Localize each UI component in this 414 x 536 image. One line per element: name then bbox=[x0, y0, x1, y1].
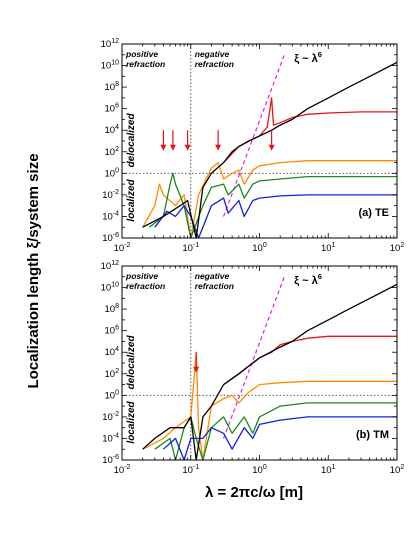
x-tick-label: 100 bbox=[252, 242, 267, 254]
x-tick-label: 102 bbox=[390, 464, 405, 476]
scaling-law-label: ξ ~ λ6 bbox=[294, 50, 322, 65]
negative-refraction-label: negative bbox=[195, 271, 230, 281]
positive-refraction-label: refraction bbox=[126, 59, 165, 69]
x-tick-label: 10-2 bbox=[114, 464, 131, 476]
series-line-blue bbox=[154, 194, 397, 239]
x-tick-label: 100 bbox=[252, 464, 267, 476]
negative-refraction-label: negative bbox=[195, 49, 230, 59]
negative-refraction-label: refraction bbox=[195, 281, 234, 291]
y-axis-title: Localization length ξ/system size bbox=[25, 153, 42, 388]
y-tick-label: 10-4 bbox=[102, 432, 119, 444]
panel-tm: 10-2 10-1 100 101 102 10-6 10-4 10-2 100 102 104 10… bbox=[101, 260, 405, 476]
panel-label: (a) TE bbox=[358, 207, 389, 219]
positive-refraction-label: positive bbox=[125, 49, 158, 59]
resonance-arrow-icon bbox=[160, 130, 167, 151]
delocalized-label: delocalized bbox=[126, 335, 137, 390]
x-tick-label: 101 bbox=[321, 242, 336, 254]
positive-refraction-label: refraction bbox=[126, 281, 165, 291]
series-line-black bbox=[142, 61, 398, 239]
panel-te: 10-2 10-1 100 101 102 10-6 10-4 10-2 100 102 104 10… bbox=[101, 38, 405, 254]
negative-refraction-label: refraction bbox=[195, 59, 234, 69]
resonance-arrow-icon bbox=[215, 130, 222, 151]
series-line-blue bbox=[162, 416, 397, 461]
series-line-black bbox=[142, 283, 398, 461]
panel-label: (b) TM bbox=[356, 429, 389, 441]
resonance-arrow-icon bbox=[169, 130, 176, 151]
x-tick-label: 10-2 bbox=[114, 242, 131, 254]
y-tick-label: 1012 bbox=[101, 260, 119, 272]
resonance-arrow-icon bbox=[193, 352, 200, 373]
y-tick-label: 1012 bbox=[101, 38, 119, 50]
delocalized-label: delocalized bbox=[126, 113, 137, 168]
x-tick-label: 101 bbox=[321, 464, 336, 476]
scaling-guide-line bbox=[222, 54, 285, 217]
series-line-green bbox=[154, 402, 397, 461]
y-tick-label: 10-6 bbox=[102, 454, 119, 466]
y-tick-label: 100 bbox=[105, 389, 120, 401]
resonance-arrow-icon bbox=[184, 130, 191, 151]
y-tick-label: 100 bbox=[105, 167, 120, 179]
y-tick-label: 108 bbox=[105, 81, 120, 93]
y-tick-label: 104 bbox=[105, 124, 120, 136]
x-tick-label: 102 bbox=[390, 242, 405, 254]
series-line-red bbox=[223, 335, 397, 386]
y-tick-label: 10-4 bbox=[102, 210, 119, 222]
y-tick-label: 106 bbox=[105, 325, 120, 337]
x-tick-label: 10-1 bbox=[182, 242, 199, 254]
x-axis-title: λ = 2πc/ω [m] bbox=[205, 484, 303, 501]
y-tick-label: 10-6 bbox=[102, 232, 119, 244]
y-tick-label: 1010 bbox=[101, 282, 119, 294]
scaling-law-label: ξ ~ λ6 bbox=[294, 272, 322, 287]
y-tick-label: 104 bbox=[105, 346, 120, 358]
y-tick-label: 108 bbox=[105, 303, 120, 315]
positive-refraction-label: positive bbox=[125, 271, 158, 281]
y-tick-label: 106 bbox=[105, 103, 120, 115]
localized-label: localized bbox=[126, 400, 137, 443]
resonance-arrow-icon bbox=[268, 130, 275, 151]
y-tick-label: 102 bbox=[105, 368, 120, 380]
localized-label: localized bbox=[126, 178, 137, 221]
y-tick-label: 1010 bbox=[101, 60, 119, 72]
series-line-orange bbox=[142, 351, 397, 461]
scaling-guide-line bbox=[222, 276, 285, 439]
x-tick-label: 10-1 bbox=[182, 464, 199, 476]
y-tick-label: 102 bbox=[105, 146, 120, 158]
y-tick-label: 10-2 bbox=[102, 189, 119, 201]
y-tick-label: 10-2 bbox=[102, 411, 119, 423]
series-line-orange bbox=[142, 160, 397, 239]
series-line-green bbox=[149, 172, 397, 239]
